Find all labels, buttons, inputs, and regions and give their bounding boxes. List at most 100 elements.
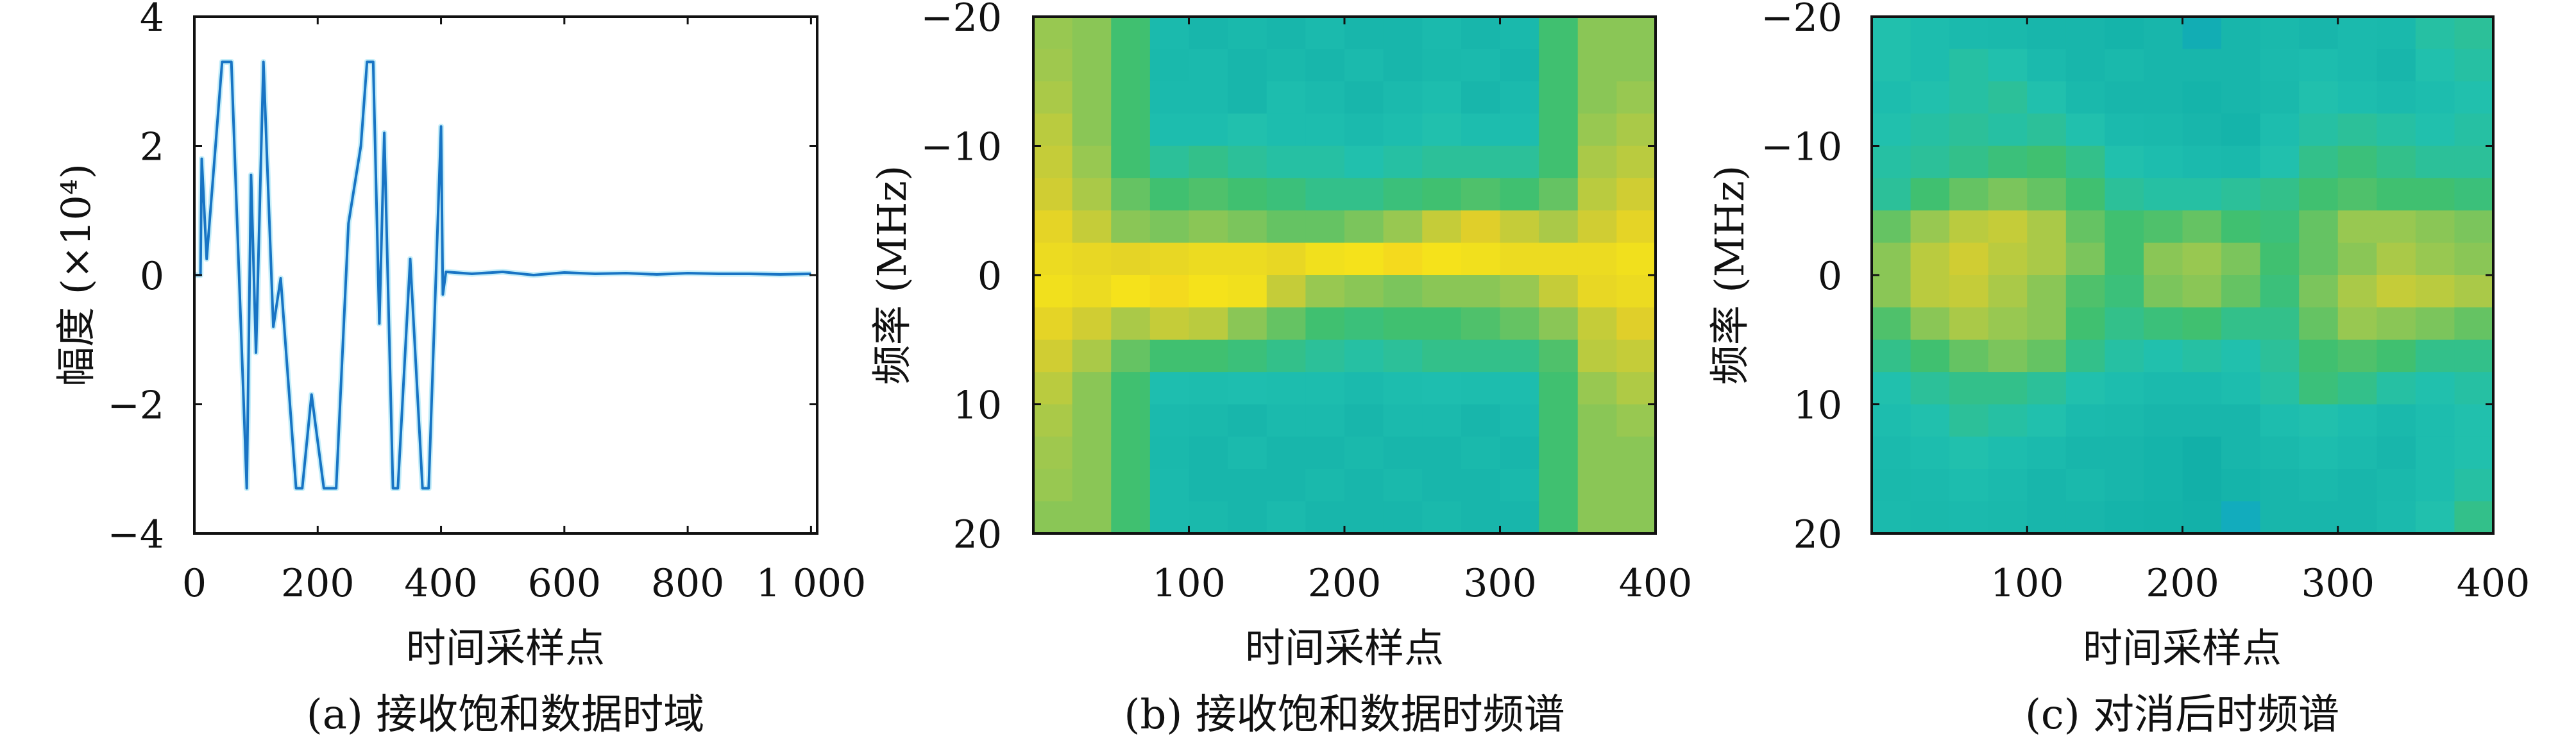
heatmap-cell xyxy=(1539,436,1579,470)
heatmap-cell xyxy=(1189,113,1228,147)
heatmap-cell xyxy=(1383,146,1423,179)
heatmap-cell xyxy=(1072,275,1112,308)
heatmap-cell xyxy=(2105,146,2144,179)
heatmap-cell xyxy=(2415,307,2455,340)
heatmap-cell xyxy=(1910,146,1950,179)
heatmap-cell xyxy=(1228,436,1267,470)
heatmap-cell xyxy=(1461,178,1501,212)
heatmap-cell xyxy=(1616,49,1656,82)
heatmap-cell xyxy=(2221,49,2261,82)
heatmap-cell xyxy=(1910,307,1950,340)
heatmap-cell xyxy=(1422,210,1462,244)
heatmap-cell xyxy=(2415,210,2455,244)
heatmap-cell xyxy=(1033,307,1073,340)
heatmap-cell xyxy=(1500,81,1539,114)
heatmap-cell xyxy=(1616,81,1656,114)
heatmap-cell xyxy=(2221,146,2261,179)
heatmap-cell xyxy=(2027,81,2067,114)
heatmap-cell xyxy=(1228,469,1267,502)
heatmap-cell xyxy=(2299,501,2339,534)
heatmap-cell xyxy=(1539,17,1579,50)
heatmap-cell xyxy=(1072,113,1112,147)
panel-c-cancelled-spectrogram: 频率 (MHz) 时间采样点 (c) 对消后时频谱 100 200 300 400−2… xyxy=(1706,0,2530,739)
heatmap-cell xyxy=(2143,210,2183,244)
heatmap-cell xyxy=(1305,275,1345,308)
caption: (c) 对消后时频谱 xyxy=(2025,691,2339,739)
heatmap-cell xyxy=(2377,307,2416,340)
heatmap-cell xyxy=(1988,436,2028,470)
heatmap-cell xyxy=(1189,469,1228,502)
heatmap-cell xyxy=(1344,339,1384,373)
heatmap-cell xyxy=(1872,339,1911,373)
heatmap-cell xyxy=(1266,49,1307,82)
heatmap-cell xyxy=(1949,81,1989,114)
x-tick-label: 1 000 xyxy=(756,561,866,606)
heatmap-cell xyxy=(1305,146,1345,179)
y-tick-label: −20 xyxy=(1761,0,1842,40)
heatmap-cell xyxy=(2065,307,2106,340)
heatmap-cell xyxy=(2065,372,2106,405)
heatmap-cell xyxy=(1305,339,1345,373)
heatmap-cell xyxy=(2182,178,2222,212)
heatmap-cell xyxy=(1949,469,1989,502)
heatmap-cell xyxy=(1149,501,1190,534)
heatmap-cell xyxy=(1266,436,1307,470)
heatmap-cell xyxy=(1344,49,1384,82)
heatmap-cell xyxy=(2105,81,2144,114)
heatmap-cell xyxy=(2065,17,2106,50)
heatmap-cell xyxy=(2415,146,2455,179)
heatmap-cell xyxy=(1577,210,1618,244)
heatmap-cell xyxy=(2337,242,2378,276)
heatmap-cell xyxy=(2065,146,2106,179)
y-tick-label: 0 xyxy=(978,254,1002,299)
heatmap-cell xyxy=(1305,501,1345,534)
ylabel: 频率 (MHz) xyxy=(869,165,915,385)
heatmap-cell xyxy=(2221,178,2261,212)
heatmap-cell xyxy=(1577,469,1618,502)
heatmap-cell xyxy=(2415,113,2455,147)
heatmap-cell xyxy=(1949,501,1989,534)
heatmap-cell xyxy=(1988,178,2028,212)
heatmap-cell xyxy=(1539,275,1579,308)
heatmap-cell xyxy=(2182,113,2222,147)
heatmap-cell xyxy=(2065,501,2106,534)
heatmap-cell xyxy=(1111,372,1151,405)
heatmap-cell xyxy=(2377,404,2416,437)
heatmap-cell xyxy=(1228,501,1267,534)
heatmap-cell xyxy=(2260,501,2300,534)
x-tick-label: 200 xyxy=(2146,561,2219,606)
heatmap-cell xyxy=(2299,469,2339,502)
heatmap-cell xyxy=(1344,404,1384,437)
heatmap-cell xyxy=(1422,372,1462,405)
heatmap-cell xyxy=(1872,17,1911,50)
heatmap-cell xyxy=(1872,307,1911,340)
heatmap-cell xyxy=(1383,81,1423,114)
heatmap-cell xyxy=(1872,113,1911,147)
heatmap-cell xyxy=(2221,242,2261,276)
heatmap-cell xyxy=(1988,501,2028,534)
heatmap-cell xyxy=(1616,210,1656,244)
heatmap-cell xyxy=(1305,81,1345,114)
heatmap-cell xyxy=(1872,210,1911,244)
heatmap-cell xyxy=(2260,275,2300,308)
heatmap-cell xyxy=(1149,210,1190,244)
heatmap-cell xyxy=(1149,146,1190,179)
heatmap-cell xyxy=(1383,275,1423,308)
heatmap-cell xyxy=(1149,404,1190,437)
heatmap-cell xyxy=(2027,307,2067,340)
heatmap-cell xyxy=(2143,372,2183,405)
heatmap-cell xyxy=(1422,81,1462,114)
heatmap-cell xyxy=(1072,436,1112,470)
heatmap-cell xyxy=(2105,436,2144,470)
heatmap-cell xyxy=(1949,210,1989,244)
heatmap-cell xyxy=(1149,372,1190,405)
heatmap-cell xyxy=(1910,242,1950,276)
heatmap-cell xyxy=(1033,17,1073,50)
heatmap-cell xyxy=(1988,275,2028,308)
heatmap-cell xyxy=(2377,372,2416,405)
heatmap-cell xyxy=(2105,242,2144,276)
heatmap-cell xyxy=(1949,339,1989,373)
heatmap-cell xyxy=(2182,372,2222,405)
heatmap-cell xyxy=(1072,49,1112,82)
heatmap-cell xyxy=(1383,404,1423,437)
